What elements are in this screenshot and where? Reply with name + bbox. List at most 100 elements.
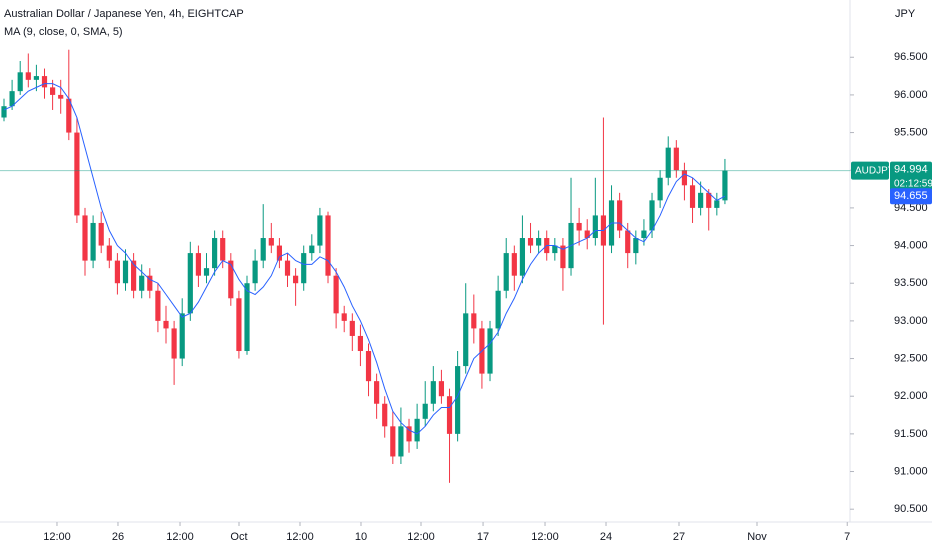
candle-body	[114, 260, 120, 284]
candle-body	[519, 238, 526, 276]
candle-body	[665, 147, 671, 178]
candle-body	[268, 238, 274, 246]
x-tick-label: 24	[600, 531, 612, 543]
x-tick-label: 12:00	[531, 531, 559, 543]
candle-body	[471, 313, 477, 329]
candle-body	[657, 177, 663, 201]
x-tick-label: 7	[844, 531, 850, 543]
candle-body	[689, 185, 696, 208]
candle-body	[122, 260, 129, 284]
candle-body	[584, 230, 590, 239]
candle-body	[641, 230, 647, 239]
candle-body	[681, 170, 688, 186]
candle-body	[649, 200, 655, 231]
indicator-label: MA (9, close, 0, SMA, 5)	[4, 26, 123, 38]
x-tick-label: 12:00	[166, 531, 194, 543]
price-tag-label: 94.994	[894, 164, 928, 176]
candle-body	[317, 215, 323, 246]
x-tick-label: 12:00	[286, 531, 314, 543]
candle-body	[527, 238, 534, 246]
x-tick-label: 10	[355, 531, 367, 543]
candle-body	[276, 245, 283, 261]
candle-body	[422, 403, 428, 419]
candle-body	[706, 192, 712, 208]
x-tick-label: Nov	[747, 531, 767, 543]
candle-body	[374, 381, 380, 404]
candle-body	[179, 313, 185, 359]
candle-body	[552, 245, 558, 254]
candle-body	[349, 320, 355, 336]
y-tick-label: 91.500	[894, 428, 928, 440]
candle-body	[463, 313, 469, 367]
candle-body	[106, 245, 112, 261]
candle-body	[252, 260, 258, 284]
y-tick-label: 92.000	[894, 390, 928, 402]
candle-body	[293, 275, 299, 284]
candle-body	[301, 253, 307, 284]
y-tick-label: 95.500	[894, 126, 928, 138]
candle-body	[147, 275, 153, 291]
candle-body	[430, 381, 436, 404]
candle-body	[536, 238, 542, 246]
candle-body	[66, 98, 72, 133]
candle-body	[195, 253, 202, 276]
y-tick-label: 96.500	[894, 51, 928, 63]
candle-body	[284, 260, 291, 276]
candle-body	[446, 396, 453, 434]
symbol-tag-label: AUDJPY	[855, 165, 895, 176]
candle-body	[9, 91, 15, 107]
candle-body	[487, 328, 493, 374]
candle-body	[592, 215, 598, 239]
candle-body	[714, 200, 720, 208]
candle-body	[617, 200, 623, 231]
candle-body	[438, 381, 445, 397]
candle-body	[17, 72, 23, 92]
y-tick-label: 94.500	[894, 202, 928, 214]
candle-body	[171, 328, 177, 359]
x-tick-label: Oct	[230, 531, 247, 543]
price-tag	[890, 161, 932, 192]
candle-body	[155, 290, 161, 321]
y-tick-label: 92.500	[894, 352, 928, 364]
candle-body	[236, 298, 242, 352]
y-tick-label: 91.000	[894, 465, 928, 477]
y-tick-label: 90.500	[894, 503, 928, 515]
candle-body	[414, 418, 420, 442]
x-tick-label: 12:00	[43, 531, 71, 543]
candle-body	[722, 170, 728, 201]
candle-body	[58, 94, 64, 99]
candle-body	[357, 335, 364, 352]
chart-title: Australian Dollar / Japanese Yen, 4h, EI…	[4, 8, 244, 20]
candle-body	[98, 222, 104, 246]
candle-body	[390, 426, 396, 457]
y-tick-label: 94.000	[894, 239, 928, 251]
y-tick-label: 96.000	[894, 89, 928, 101]
candle-body	[560, 245, 566, 269]
candle-body	[673, 147, 679, 171]
candle-body	[187, 253, 193, 314]
candle-body	[212, 238, 218, 269]
x-tick-label: 12:00	[407, 531, 435, 543]
candle-body	[41, 76, 48, 88]
candle-body	[341, 313, 347, 321]
candle-body	[82, 215, 88, 261]
candle-body	[333, 275, 339, 314]
candle-body	[455, 366, 461, 434]
candle-body	[163, 320, 169, 329]
candle-body	[398, 426, 404, 457]
y-tick-label: 93.000	[894, 315, 928, 327]
candle-body	[131, 260, 137, 291]
candle-body	[50, 87, 56, 95]
candle-body	[495, 290, 501, 329]
candle-body	[633, 238, 639, 254]
candle-body	[406, 426, 412, 442]
candle-body	[244, 283, 250, 352]
candle-body	[25, 72, 31, 80]
x-tick-label: 17	[477, 531, 489, 543]
candle-body	[576, 222, 582, 231]
candle-body	[511, 253, 517, 276]
candle-body	[139, 275, 145, 291]
candle-body	[90, 222, 96, 261]
candle-body	[625, 230, 631, 254]
